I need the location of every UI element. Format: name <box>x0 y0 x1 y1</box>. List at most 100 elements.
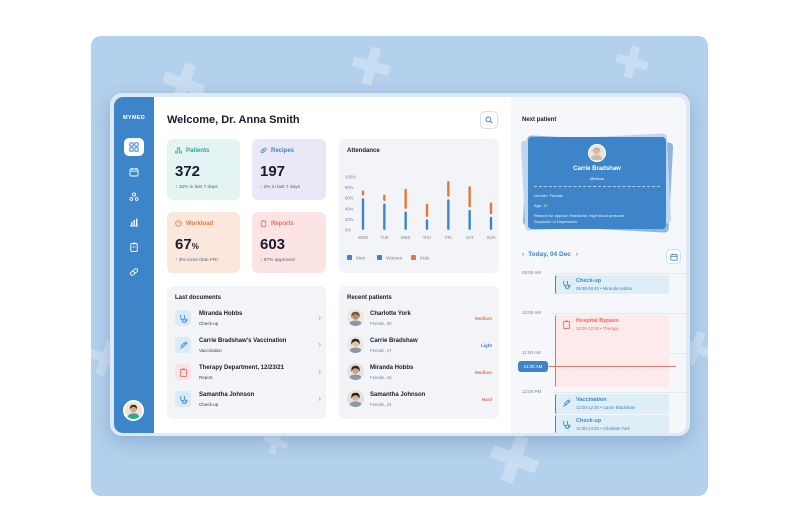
calendar-icon <box>129 168 139 177</box>
syringe-icon <box>563 399 571 407</box>
stat-trend: ↑ 3% more than FRI <box>175 258 218 263</box>
dashboard-icon <box>129 142 139 152</box>
document-name: Samantha Johnson <box>199 392 255 398</box>
stat-card-workload[interactable]: Workload 67% ↑ 3% more than FRI <box>167 212 240 273</box>
calendar-icon <box>669 253 678 261</box>
chevron-right-icon[interactable]: › <box>318 367 321 376</box>
severity-badge: Medium <box>474 316 492 321</box>
y-tick-label: 40% <box>345 206 354 211</box>
document-type: Check-up <box>199 402 219 407</box>
app-logo: MYMED <box>123 115 145 121</box>
document-icon-box <box>175 310 191 326</box>
stat-label: Workload <box>186 220 214 227</box>
patient-row[interactable]: Carrie Bradshaw Female, 17 Light <box>347 335 492 357</box>
time-gridline <box>551 273 686 274</box>
event-title: Vaccination <box>576 397 607 403</box>
document-row[interactable]: Carrie Bradshaw's Vaccination Vaccinatio… <box>175 335 321 357</box>
sidebar-item-dashboard[interactable] <box>124 138 144 156</box>
y-tick-label: 20% <box>345 217 354 222</box>
right-panel: Next patient Carrie Bradshaw Medium Gend… <box>511 97 686 433</box>
chevron-right-icon[interactable]: › <box>318 340 321 349</box>
bar-men <box>425 219 429 230</box>
stat-value: 372 <box>175 163 201 180</box>
patient-info: Female, 17 <box>370 348 392 353</box>
stat-label: Reports <box>271 220 294 227</box>
sidebar-item-users[interactable] <box>124 188 144 206</box>
patient-row[interactable]: Charlotte York Female, 30 Medium <box>347 308 492 330</box>
chevron-right-icon[interactable]: › <box>318 313 321 322</box>
severity-badge: Light <box>481 343 492 348</box>
document-name: Carrie Bradshaw's Vaccination <box>199 338 287 344</box>
time-gridline <box>551 313 686 314</box>
bar-women <box>361 190 365 196</box>
attendance-card: Attendance 0% 20% 40% 60% 80% 100% MON TUE WED TH… <box>339 139 499 273</box>
next-day-button[interactable]: › <box>575 251 579 258</box>
calendar-button[interactable] <box>666 249 681 264</box>
document-icon-box <box>175 337 191 353</box>
patient-info: Female, 42 <box>370 375 392 380</box>
x-tick-label: WED <box>401 235 411 240</box>
event-title: Check-up <box>576 278 602 284</box>
event-checkup[interactable]: Check-up 12:30-14:00 • Charlotte York <box>555 415 669 433</box>
stat-value: 197 <box>260 163 286 180</box>
user-avatar[interactable] <box>123 400 144 421</box>
document-row[interactable]: Therapy Department, 12/23/21 Report › <box>175 362 321 384</box>
next-patient-card[interactable]: Carrie Bradshaw Medium Gender: Female Ag… <box>528 137 666 229</box>
event-hospital-bypass[interactable]: Hospital Bypass 10:00-12:30 • Therapy <box>555 315 669 387</box>
event-vaccination[interactable]: Vaccination 12:00-12:30 • Carrie Bradsha… <box>555 394 669 414</box>
patient-level: Medium <box>589 176 605 181</box>
patient-row[interactable]: Samantha Johnson Female, 24 Hard <box>347 389 492 411</box>
severity-badge: Medium <box>474 370 492 375</box>
patient-name: Charlotte York <box>370 311 411 317</box>
patient-row[interactable]: Miranda Hobbs Female, 42 Medium <box>347 362 492 384</box>
bar-men <box>489 216 493 230</box>
bar-women <box>468 186 471 208</box>
sidebar: MYMED <box>114 97 154 433</box>
sidebar-item-analytics[interactable] <box>124 213 144 231</box>
stat-trend: ↑ 15% in last 7 days <box>175 185 218 190</box>
patient-info: Female, 24 <box>370 402 392 407</box>
patient-avatar <box>347 363 364 380</box>
bar-men <box>361 198 365 230</box>
attendance-title: Attendance <box>347 148 380 154</box>
patient-name: Miranda Hobbs <box>370 365 414 371</box>
document-row[interactable]: Miranda Hobbs Check-up › <box>175 308 321 330</box>
document-icon-box <box>175 364 191 380</box>
event-checkup[interactable]: Check-up 09:30-09:40 • Miranda Hobbs <box>555 275 669 294</box>
search-button[interactable] <box>480 111 498 129</box>
chevron-right-icon[interactable]: › <box>318 394 321 403</box>
stat-card-patients[interactable]: Patients 372 ↑ 15% in last 7 days <box>167 139 240 200</box>
prev-day-button[interactable]: ‹ <box>522 251 525 258</box>
stat-label: Patients <box>186 147 210 154</box>
clipboard-icon <box>130 242 138 252</box>
patient-info: Female, 30 <box>370 321 392 326</box>
x-tick-label: THU <box>423 235 432 240</box>
patient-name: Carrie Bradshaw <box>370 338 418 344</box>
documents-title: Last documents <box>175 295 222 301</box>
attendance-chart: 0% 20% 40% 60% 80% 100% MON TUE WED THU FRI SAT SUN M… <box>345 175 495 262</box>
document-icon-box <box>175 391 191 407</box>
patient-name: Carrie Bradshaw <box>573 166 621 172</box>
patient-suspicion: Suspicion of Depression <box>534 219 578 224</box>
document-row[interactable]: Samantha Johnson Check-up › <box>175 389 321 411</box>
stat-value: 67% <box>175 236 199 253</box>
y-tick-label: 0% <box>345 228 351 233</box>
stat-value: 603 <box>260 236 286 253</box>
stat-card-recipes[interactable]: Recipes 197 ↓ 2% in last 7 days <box>252 139 326 200</box>
bar-women <box>383 194 386 201</box>
divider <box>534 186 660 187</box>
y-tick-label: 100% <box>345 175 356 180</box>
sidebar-item-calendar[interactable] <box>124 163 144 181</box>
sidebar-item-reports[interactable] <box>124 238 144 256</box>
users-icon <box>129 192 139 201</box>
event-time: 12:00-12:30 • Carrie Bradshaw <box>576 405 635 410</box>
patient-avatar <box>347 390 364 407</box>
schedule-date: ‹ Today, 04 Dec › <box>522 251 579 258</box>
stat-card-reports[interactable]: Reports 603 ↑ 97% approved <box>252 212 326 273</box>
time-label: 09:00 AM <box>522 270 542 275</box>
x-tick-label: MON <box>358 235 368 240</box>
sidebar-item-recipes[interactable] <box>124 263 144 281</box>
event-time: 10:00-12:30 • Therapy <box>576 326 619 331</box>
patient-name: Samantha Johnson <box>370 392 426 398</box>
app-window: MYMED Welcome, Dr. Anna Smith <box>114 97 686 433</box>
